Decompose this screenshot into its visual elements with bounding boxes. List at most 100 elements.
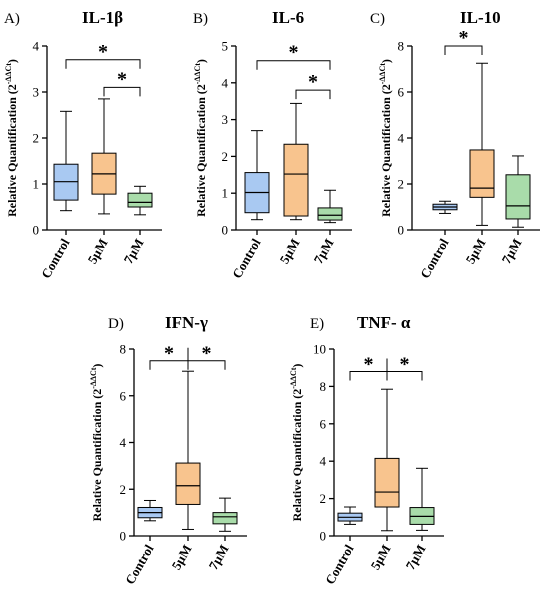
x-category-label: 5µM [462, 236, 488, 266]
chart-panel-1: A) IL-1β Relative Quantification (2-ΔΔCt) 0… [4, 8, 162, 281]
x-category-label: 5µM [367, 542, 393, 572]
x-category-label: Control [38, 236, 73, 281]
panel-title: IL-6 [272, 8, 304, 27]
y-tick-label: 4 [320, 454, 327, 469]
y-axis-label-superscript: -ΔΔCt [378, 63, 387, 84]
x-category-label: Control [122, 542, 157, 587]
y-tick-label: 3 [222, 112, 229, 127]
panel-letter: B) [193, 11, 208, 27]
significance-2: * [295, 71, 331, 100]
y-tick-label: 2 [33, 131, 40, 146]
panel-title: TNF- α [357, 313, 411, 332]
y-axis-label-text: Relative Quantification (2 [90, 389, 104, 522]
y-tick-label: 0 [33, 223, 40, 238]
box-3 [505, 155, 531, 228]
y-tick-label: 1 [33, 177, 40, 192]
y-tick-label: 3 [33, 85, 40, 100]
y-axis-label: Relative Quantification (2-ΔΔCt) [378, 59, 393, 217]
y-tick-label: 4 [33, 39, 40, 54]
y-tick-label: 8 [398, 39, 405, 54]
significance-star: * [400, 353, 410, 375]
significance-star: * [202, 343, 212, 365]
x-category-label: 7µM [205, 542, 231, 572]
y-tick-label: 2 [120, 482, 127, 497]
x-category-label: Control [322, 542, 357, 587]
significance-star: * [289, 42, 299, 64]
box-1 [137, 499, 163, 522]
box-1 [432, 200, 458, 214]
significance-1: * * [149, 343, 226, 370]
significance-bracket [65, 59, 141, 69]
y-tick-label: 10 [313, 342, 326, 357]
x-category-label: 5µM [276, 236, 302, 266]
interquartile-box [317, 207, 343, 221]
x-category-label: Control [229, 236, 264, 281]
box-3 [409, 467, 435, 531]
significance-bracket [256, 60, 331, 70]
y-tick-label: 6 [320, 416, 327, 431]
x-category-label: 7µM [120, 236, 146, 266]
x-category-label: 5µM [168, 542, 194, 572]
y-tick-label: 0 [320, 529, 327, 544]
significance-star: * [117, 68, 127, 90]
box-3 [317, 189, 343, 224]
y-tick-label: 4 [120, 435, 127, 450]
y-tick-label: 0 [120, 529, 127, 544]
y-tick-label: 4 [222, 75, 229, 90]
x-category-label: 7µM [498, 236, 524, 266]
panel-letter: C) [370, 11, 385, 27]
y-tick-label: 6 [120, 388, 127, 403]
y-axis-label-text: Relative Quantification (2 [379, 84, 393, 217]
y-tick-label: 2 [398, 177, 405, 192]
box-1 [337, 506, 363, 525]
y-axis-label-superscript: -ΔΔCt [289, 367, 298, 388]
chart-panel-5: E) TNF- α Relative Quantification (2-ΔΔCt)… [289, 313, 444, 587]
significance-1: * [444, 27, 483, 55]
chart-panel-2: B) IL-6 Relative Quantification (2-ΔΔCt) 0 1… [193, 8, 352, 281]
interquartile-box [212, 512, 238, 525]
y-tick-label: 4 [398, 131, 405, 146]
box-3 [127, 185, 153, 216]
y-axis-label-text: Relative Quantification (2 [290, 389, 304, 522]
y-tick-label: 5 [222, 39, 229, 54]
x-category-label: Control [417, 236, 452, 281]
interquartile-box [283, 143, 309, 217]
box-2 [374, 388, 400, 532]
significance-bracket [295, 89, 331, 100]
interquartile-box [374, 457, 400, 508]
significance-star: * [459, 27, 469, 49]
box-1 [244, 130, 270, 221]
y-axis-label-superscript: -ΔΔCt [193, 63, 202, 84]
box-3 [212, 497, 238, 532]
interquartile-box [175, 462, 201, 505]
significance-1: * [65, 41, 141, 69]
y-tick-label: 8 [320, 379, 327, 394]
interquartile-box [127, 192, 153, 208]
y-axis-label-superscript: -ΔΔCt [4, 63, 13, 84]
box-2 [175, 370, 201, 530]
chart-panel-4: D) IFN-γ Relative Quantification (2-ΔΔCt) 0… [89, 313, 247, 587]
y-axis-label-close: ) [290, 364, 304, 368]
significance-2: * [103, 68, 141, 97]
box-1 [53, 110, 79, 212]
box-2 [469, 62, 495, 226]
y-tick-label: 0 [398, 223, 405, 238]
y-tick-label: 0 [222, 223, 229, 238]
x-category-label: 7µM [310, 236, 336, 266]
significance-bracket [444, 45, 483, 55]
y-tick-label: 6 [398, 85, 405, 100]
significance-star: * [98, 41, 108, 63]
box-2 [91, 98, 117, 215]
panel-title: IFN-γ [165, 313, 208, 332]
y-axis-label-text: Relative Quantification (2 [194, 84, 208, 217]
y-axis-label: Relative Quantification (2-ΔΔCt) [193, 59, 208, 217]
significance-star: * [364, 353, 374, 375]
box-2 [283, 102, 309, 221]
y-axis-label-superscript: -ΔΔCt [89, 367, 98, 388]
y-tick-label: 1 [222, 186, 229, 201]
interquartile-box [469, 149, 495, 198]
y-tick-label: 2 [222, 149, 229, 164]
panel-letter: A) [4, 11, 20, 27]
panel-title: IL-1β [82, 8, 123, 27]
